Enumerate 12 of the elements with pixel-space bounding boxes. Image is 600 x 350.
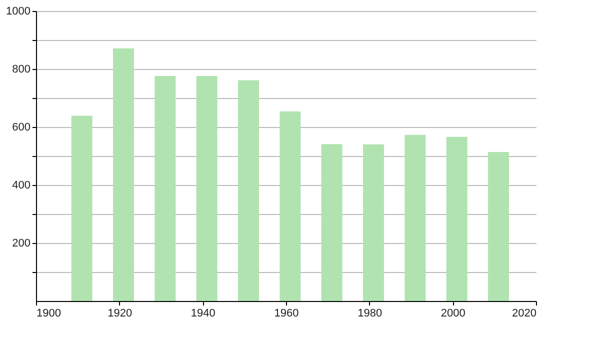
- y-tick-label: 600: [12, 122, 30, 134]
- y-tick-label: 800: [12, 64, 30, 76]
- x-tick-label: 2000: [440, 308, 466, 320]
- y-tick-label: 1000: [6, 6, 30, 18]
- x-tick-label: 1900: [36, 308, 61, 320]
- x-tick-label: 1940: [190, 308, 216, 320]
- y-tick-label: 200: [12, 238, 30, 250]
- x-tick-label: 1980: [358, 308, 382, 320]
- y-tick-label: 400: [12, 180, 30, 192]
- x-tick-label: 2020: [512, 308, 536, 320]
- x-tick-label: 1920: [108, 308, 132, 320]
- x-tick-label: 1960: [274, 308, 299, 320]
